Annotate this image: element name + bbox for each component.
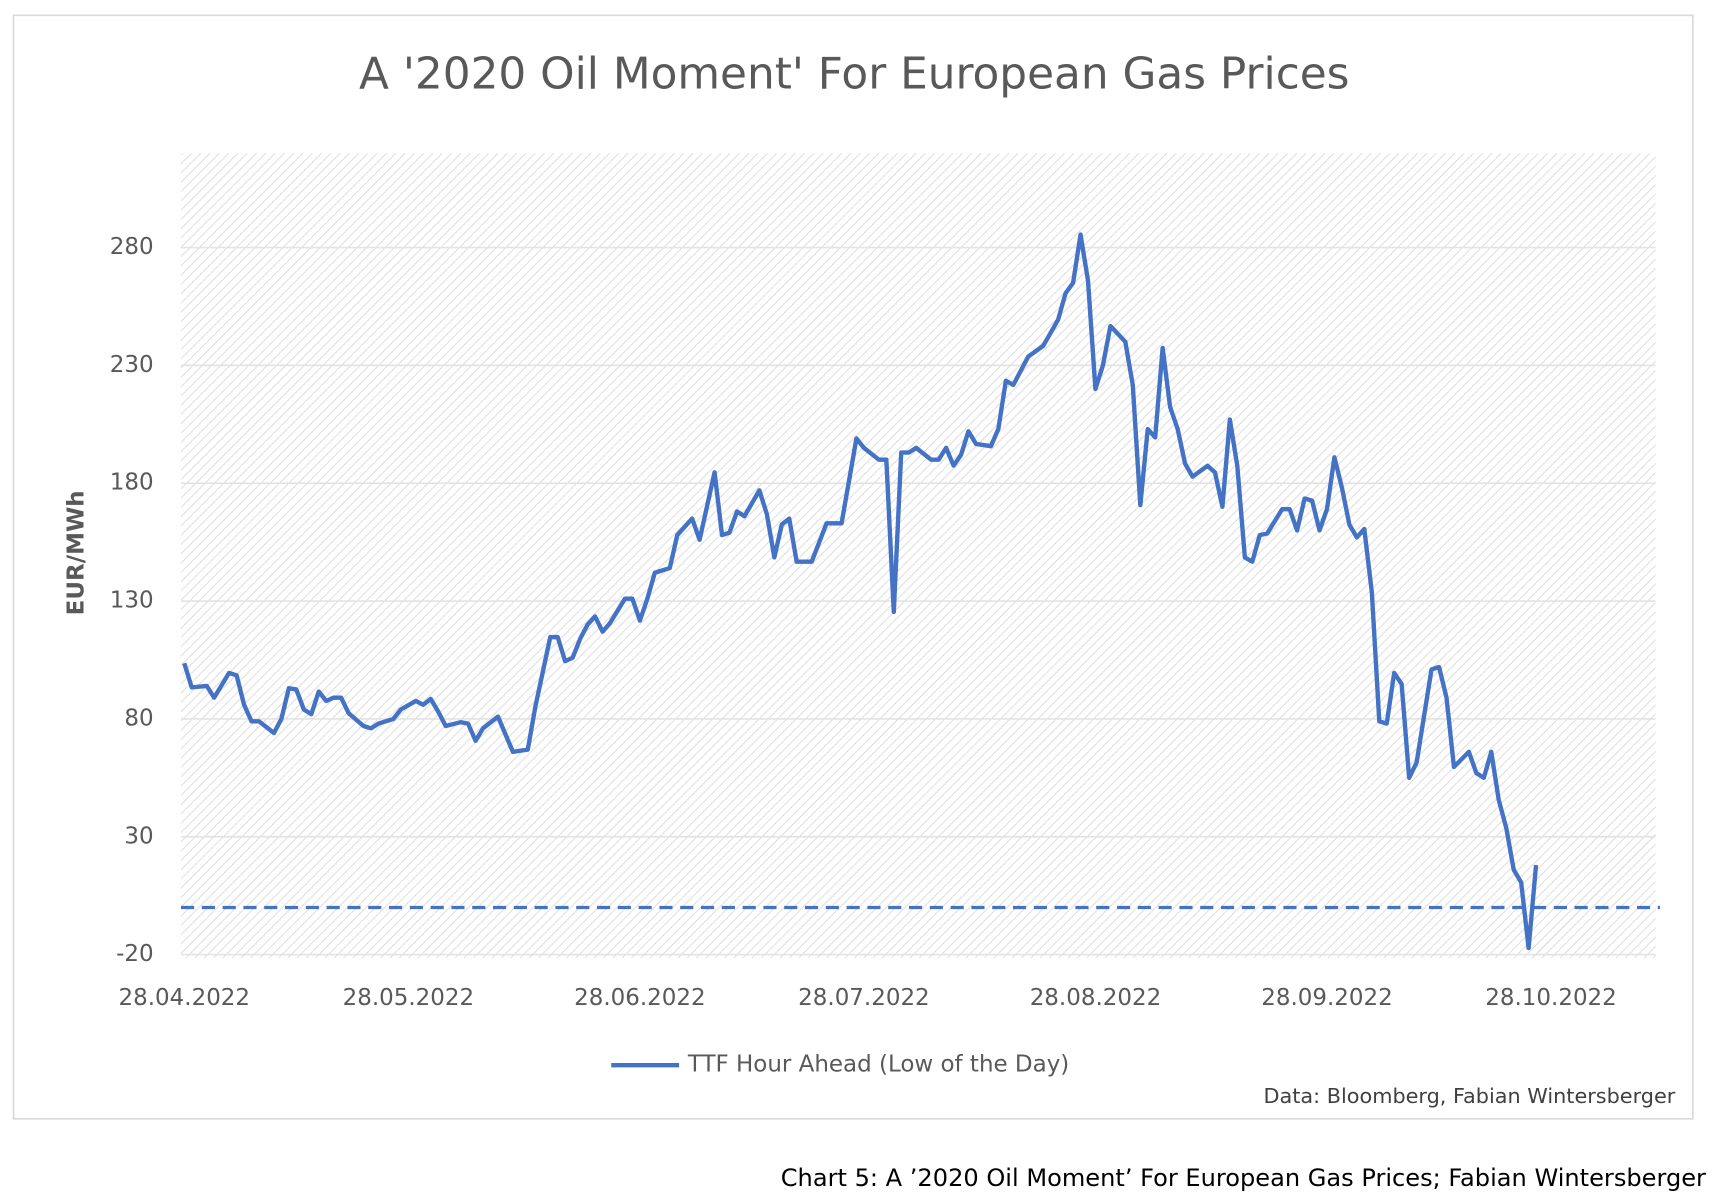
y-tick-label: 30: [124, 823, 153, 849]
y-tick-label: -20: [116, 941, 154, 967]
y-tick-label: 180: [110, 470, 154, 496]
x-tick-label: 28.07.2022: [798, 985, 930, 1011]
x-tick-label: 28.10.2022: [1485, 985, 1617, 1011]
chart-title: A '2020 Oil Moment' For European Gas Pri…: [359, 49, 1349, 100]
source-note: Data: Bloomberg, Fabian Wintersberger: [1264, 1084, 1676, 1108]
y-tick-label: 130: [110, 588, 154, 614]
series-line: [182, 232, 1539, 951]
plot-area: [181, 153, 1656, 958]
y-tick-label: 80: [124, 705, 153, 731]
x-tick-label: 28.05.2022: [343, 985, 475, 1011]
legend-label: TTF Hour Ahead (Low of the Day): [687, 1052, 1069, 1078]
caption: Chart 5: A ’2020 Oil Moment’ For Europea…: [781, 1164, 1706, 1192]
x-tick-label: 28.09.2022: [1261, 985, 1393, 1011]
x-tick-label: 28.04.2022: [119, 985, 251, 1011]
x-tick-label: 28.08.2022: [1030, 985, 1162, 1011]
y-tick-label: 280: [110, 234, 154, 260]
y-axis-label: EUR/MWh: [64, 490, 90, 615]
y-tick-label: 230: [110, 352, 154, 378]
x-tick-label: 28.06.2022: [574, 985, 706, 1011]
